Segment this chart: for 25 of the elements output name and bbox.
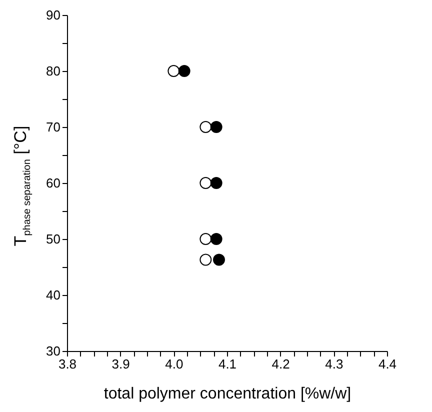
point [210,121,222,133]
point [200,254,212,266]
x-tick-label: 4.3 [325,356,344,372]
point [213,254,225,266]
point [178,65,190,77]
x-axis-title: total polymer concentration [%w/w] [104,386,352,402]
x-tick-label: 4.1 [218,356,237,372]
point [200,177,212,189]
y-tick-label: 60 [46,176,60,190]
y-tick-label: 80 [46,64,60,78]
x-tick-label: 4.2 [272,356,290,372]
x-tick-label: 3.8 [58,356,77,372]
point [200,233,212,245]
point [200,121,212,133]
y-tick-label: 50 [46,232,60,246]
point [168,65,180,77]
point [210,233,222,245]
x-tick-label: 3.9 [112,356,130,372]
point [210,177,222,189]
y-tick-label: 30 [46,344,60,358]
x-tick-label: 4.4 [378,356,397,372]
y-tick-label: 70 [46,120,60,134]
y-tick-label: 40 [46,288,60,302]
y-tick-label: 90 [46,8,60,22]
x-tick-label: 4.0 [165,356,184,372]
